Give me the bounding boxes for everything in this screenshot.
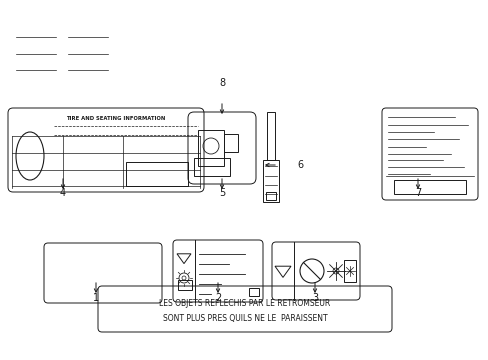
Bar xyxy=(393,180,465,194)
Text: 6: 6 xyxy=(296,160,303,170)
Circle shape xyxy=(332,268,338,274)
Text: 7: 7 xyxy=(414,188,420,198)
Text: 8: 8 xyxy=(219,78,224,88)
Text: TIRE AND SEATING INFORMATION: TIRE AND SEATING INFORMATION xyxy=(66,116,165,121)
Bar xyxy=(343,260,355,282)
Text: 2: 2 xyxy=(214,293,221,303)
Bar xyxy=(194,158,229,176)
Bar xyxy=(198,130,224,166)
Bar xyxy=(248,288,259,296)
Bar xyxy=(265,192,275,200)
Bar xyxy=(266,112,274,160)
Text: 1: 1 xyxy=(93,293,99,303)
Text: SONT PLUS PRES QUILS NE LE  PARAISSENT: SONT PLUS PRES QUILS NE LE PARAISSENT xyxy=(163,314,326,323)
Bar xyxy=(263,160,279,202)
Text: 4: 4 xyxy=(60,188,66,198)
Text: LES OBJETS REFLECHIS PAR LE RETROMSEUR: LES OBJETS REFLECHIS PAR LE RETROMSEUR xyxy=(159,298,330,307)
Bar xyxy=(224,134,238,152)
Bar xyxy=(178,280,192,290)
Text: 3: 3 xyxy=(311,293,317,303)
Bar xyxy=(126,162,187,186)
Text: 5: 5 xyxy=(219,188,224,198)
